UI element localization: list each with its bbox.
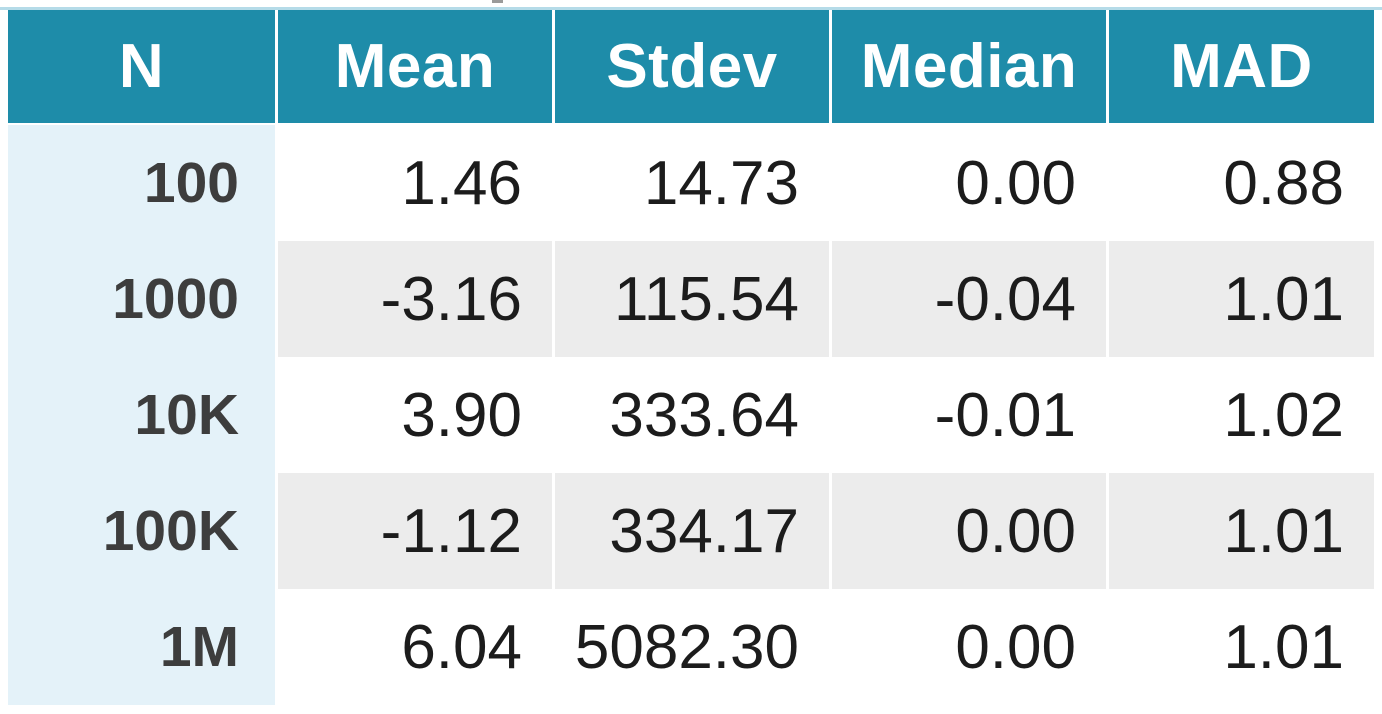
cell-mean: -3.16 bbox=[278, 241, 555, 357]
cell-stdev: 115.54 bbox=[555, 241, 832, 357]
cell-stdev: 333.64 bbox=[555, 357, 832, 473]
statistics-table: N Mean Stdev Median MAD 100 1.46 14.73 0… bbox=[8, 10, 1374, 705]
cell-median: 0.00 bbox=[832, 589, 1109, 705]
cell-stdev: 5082.30 bbox=[555, 589, 832, 705]
cell-median: 0.00 bbox=[832, 125, 1109, 241]
cell-mad: 1.01 bbox=[1109, 473, 1374, 589]
row-label-10k: 10K bbox=[8, 357, 278, 473]
column-header-median: Median bbox=[832, 10, 1109, 125]
cell-mad: 0.88 bbox=[1109, 125, 1374, 241]
cropped-text-artifact bbox=[492, 0, 503, 3]
cell-median: 0.00 bbox=[832, 473, 1109, 589]
cell-mean: 3.90 bbox=[278, 357, 555, 473]
row-label-1000: 1000 bbox=[8, 241, 278, 357]
cell-stdev: 334.17 bbox=[555, 473, 832, 589]
cell-mean: 1.46 bbox=[278, 125, 555, 241]
column-header-stdev: Stdev bbox=[555, 10, 832, 125]
cell-mad: 1.01 bbox=[1109, 589, 1374, 705]
cell-mean: -1.12 bbox=[278, 473, 555, 589]
column-header-mad: MAD bbox=[1109, 10, 1374, 125]
cell-mean: 6.04 bbox=[278, 589, 555, 705]
cell-median: -0.01 bbox=[832, 357, 1109, 473]
cell-stdev: 14.73 bbox=[555, 125, 832, 241]
row-label-100: 100 bbox=[8, 125, 278, 241]
cell-median: -0.04 bbox=[832, 241, 1109, 357]
column-header-mean: Mean bbox=[278, 10, 555, 125]
top-divider-rule bbox=[0, 7, 1382, 10]
column-header-n: N bbox=[8, 10, 278, 125]
row-label-1m: 1M bbox=[8, 589, 278, 705]
cell-mad: 1.02 bbox=[1109, 357, 1374, 473]
row-label-100k: 100K bbox=[8, 473, 278, 589]
cell-mad: 1.01 bbox=[1109, 241, 1374, 357]
